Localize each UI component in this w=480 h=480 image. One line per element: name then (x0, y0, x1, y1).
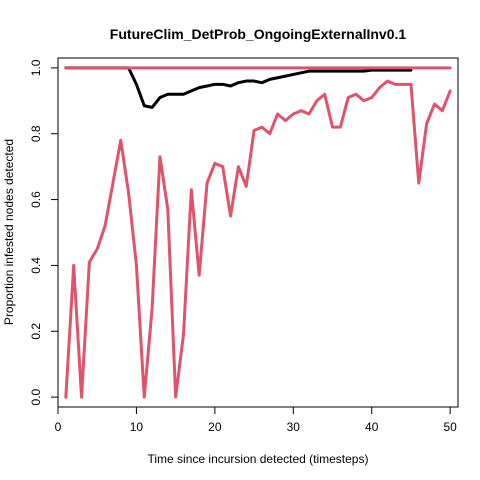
y-axis-label: Proportion infested nodes detected (2, 139, 16, 325)
y-tick-label: 0.2 (29, 323, 43, 340)
y-tick-label: 0.0 (29, 388, 43, 405)
y-tick-label: 0.6 (29, 191, 43, 208)
x-tick-label: 0 (55, 420, 62, 434)
x-tick-label: 30 (287, 420, 301, 434)
x-axis-label: Time since incursion detected (timesteps… (148, 452, 369, 466)
series-line-1 (64, 66, 413, 109)
x-tick-label: 50 (443, 420, 457, 434)
chart-title: FutureClim_DetProb_OngoingExternalInv0.1 (110, 26, 407, 42)
y-tick-label: 0.8 (29, 125, 43, 142)
y-axis: 0.0 0.2 0.4 0.6 0.8 1.0 (29, 59, 59, 405)
x-tick-label: 20 (208, 420, 222, 434)
x-tick-label: 40 (365, 420, 379, 434)
x-tick-label: 10 (130, 420, 144, 434)
y-tick-label: 1.0 (29, 59, 43, 76)
x-axis: 0 10 20 30 40 50 (55, 406, 457, 434)
y-tick-label: 0.4 (29, 257, 43, 274)
plot-area (64, 66, 452, 399)
series-line-3 (64, 79, 452, 399)
